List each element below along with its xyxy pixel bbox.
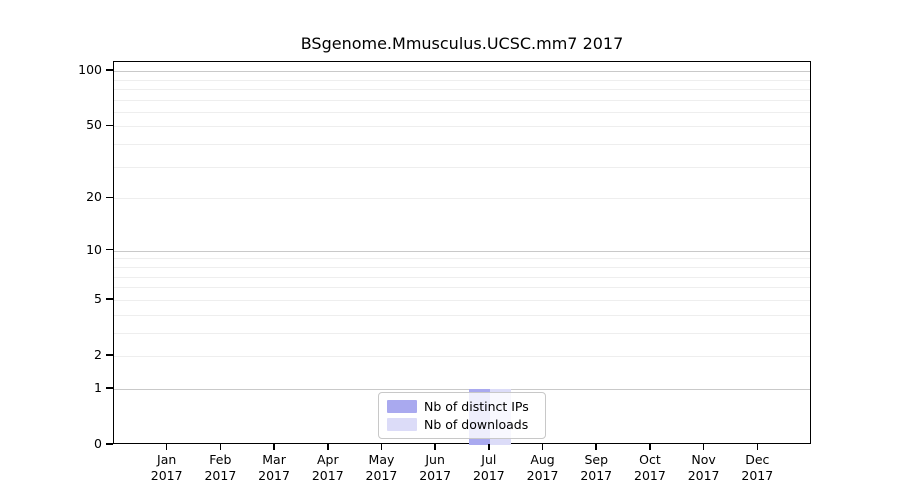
gridline-minor — [114, 99, 810, 101]
x-tick-label-mar: Mar 2017 — [258, 452, 290, 483]
gridline-major — [114, 71, 810, 73]
x-tick-label-nov: Nov 2017 — [687, 452, 720, 483]
x-tick-mark — [756, 444, 759, 450]
y-tick-label-2: 2 — [94, 346, 102, 362]
gridline-minor — [114, 276, 810, 278]
y-tick-label-0: 0 — [94, 436, 102, 451]
gridline-minor — [114, 314, 810, 316]
y-tick-label-10: 10 — [86, 241, 102, 257]
x-tick-label-apr: Apr 2017 — [311, 452, 344, 483]
x-tick-mark — [273, 444, 275, 450]
chart-title: BSgenome.Mmusculus.UCSC.mm7 2017 — [300, 34, 624, 53]
plot-area: Nb of distinct IPs Nb of downloads — [113, 61, 811, 445]
y-tick-label-5: 5 — [94, 290, 102, 306]
gridline-minor — [114, 79, 810, 81]
x-tick-label-feb: Feb 2017 — [204, 452, 237, 483]
y-tick-label-50: 50 — [86, 117, 102, 133]
y-tick-mark — [106, 443, 113, 445]
gridline-minor — [114, 287, 810, 289]
x-tick-mark — [380, 444, 383, 450]
gridline-major — [114, 388, 810, 390]
gridline-minor — [114, 166, 810, 168]
x-tick-label-aug: Aug 2017 — [526, 452, 559, 483]
y-tick-mark — [106, 69, 113, 71]
y-tick-mark — [106, 124, 113, 127]
legend-label-distinct-ips: Nb of distinct IPs — [424, 399, 529, 414]
x-tick-mark — [702, 444, 705, 450]
x-tick-label-jan: Jan 2017 — [150, 452, 183, 483]
gridline-minor — [114, 111, 810, 113]
legend: Nb of distinct IPs Nb of downloads — [378, 392, 546, 439]
x-tick-mark — [649, 444, 651, 450]
gridline-major — [114, 250, 810, 252]
y-tick-mark — [106, 387, 113, 389]
x-tick-mark — [595, 444, 597, 450]
x-tick-mark — [541, 444, 544, 450]
y-tick-mark — [106, 298, 113, 300]
y-tick-label-20: 20 — [86, 189, 102, 205]
y-tick-mark — [106, 196, 113, 199]
gridline-minor — [114, 299, 810, 301]
y-tick-label-100: 100 — [78, 62, 102, 78]
legend-entry-distinct-ips: Nb of distinct IPs — [387, 399, 537, 414]
y-tick-mark — [106, 354, 113, 356]
downloads-swatch-icon — [387, 418, 417, 431]
gridline-minor — [114, 258, 810, 260]
y-tick-mark — [106, 248, 113, 251]
gridline-minor — [114, 126, 810, 128]
gridline-minor — [114, 144, 810, 146]
gridline-minor — [114, 266, 810, 268]
x-tick-mark — [165, 444, 168, 450]
x-tick-mark — [434, 444, 436, 450]
x-tick-label-sep: Sep 2017 — [580, 452, 613, 483]
gridline-minor — [114, 88, 810, 90]
x-tick-mark — [219, 444, 222, 450]
x-tick-label-dec: Dec 2017 — [741, 452, 774, 483]
distinct-ips-swatch-icon — [387, 400, 417, 413]
x-tick-mark — [327, 444, 329, 450]
gridline-minor — [114, 355, 810, 357]
gridline-minor — [114, 198, 810, 200]
x-tick-label-oct: Oct 2017 — [634, 452, 666, 483]
y-tick-label-1: 1 — [94, 379, 102, 395]
x-tick-mark — [488, 444, 490, 450]
x-tick-label-jul: Jul 2017 — [472, 452, 505, 483]
legend-label-downloads: Nb of downloads — [424, 417, 529, 432]
legend-entry-downloads: Nb of downloads — [387, 417, 537, 432]
x-tick-label-may: May 2017 — [365, 452, 398, 483]
gridline-minor — [114, 332, 810, 334]
x-tick-label-jun: Jun 2017 — [419, 452, 452, 483]
